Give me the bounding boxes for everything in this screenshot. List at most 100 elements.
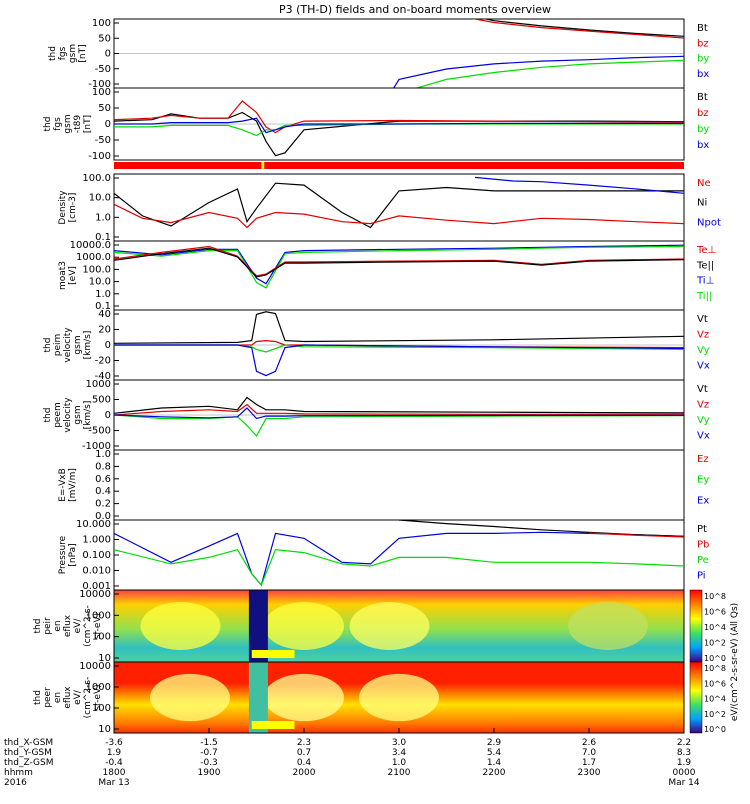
x-column-value: 2.3 <box>297 738 311 748</box>
y-tick-label: -50 <box>95 135 111 146</box>
y-tick-label: 10000.0 <box>70 240 111 251</box>
y-axis-label: [km/s] <box>83 401 93 430</box>
y-tick-label: 0.0 <box>95 511 111 522</box>
legend-entry: Ey <box>697 475 709 486</box>
legend-entry: Te⊥ <box>696 245 716 256</box>
series-line-Pb <box>588 532 684 538</box>
y-tick-label: 10 <box>98 653 111 664</box>
y-tick-label: 1.000 <box>82 535 111 546</box>
y-tick-label: 20 <box>98 325 111 336</box>
colorbar-tick-label: 10^2 <box>704 639 726 648</box>
x-column-value: -3.6 <box>105 738 123 748</box>
spectrogram-blob <box>264 673 344 722</box>
series-line-Ne <box>114 203 684 229</box>
spectrogram-band <box>251 721 295 729</box>
colorbar-tick-label: 10^8 <box>704 664 726 673</box>
y-axis-label: [cm-3] <box>68 193 78 223</box>
y-tick-label: 0.8 <box>95 461 111 472</box>
panel-2: 100 50 0 -50 -100 thd fgs gsm -t89 [nT] Bt bz by bx <box>43 87 709 162</box>
y-tick-label: 100 <box>92 87 111 98</box>
x-row-label: hhmm <box>4 768 33 778</box>
y-tick-label: 1000 <box>86 379 111 390</box>
y-axis-label: (cm^2-s- <box>83 677 93 719</box>
spectrogram-blob <box>264 602 344 650</box>
spectrogram-band <box>251 650 295 658</box>
series-line-Vx <box>114 407 684 420</box>
y-tick-label: 10 <box>98 724 111 735</box>
colorbar-tick-label: 10^6 <box>704 608 726 617</box>
y-axis-label: gsm <box>73 405 83 424</box>
x-column-value: -0.4 <box>105 758 123 768</box>
legend-entry: Pi <box>697 571 706 582</box>
x-column-value: 1.4 <box>487 758 502 768</box>
colorbar <box>689 661 703 734</box>
x-column-value: Mar 14 <box>668 778 700 788</box>
y-tick-label: 0.2 <box>95 499 111 510</box>
y-axis-label: eV/ <box>73 689 83 705</box>
y-tick-label: 1000 <box>86 682 111 693</box>
legend-entry: Pb <box>697 540 709 551</box>
y-axis-label: eflux <box>63 686 73 709</box>
x-column-value: -1.5 <box>200 738 218 748</box>
legend-entry: bx <box>697 140 709 151</box>
y-tick-label: 1.0 <box>95 289 111 300</box>
series-line-Ti <box>114 245 684 289</box>
legend-entry: by <box>697 54 709 65</box>
y-axis-label: (cm^2-s- <box>83 605 93 647</box>
y-tick-label: -50 <box>95 64 111 75</box>
y-axis-label: sr-eV) <box>93 684 103 710</box>
y-tick-label: -100 <box>88 151 111 162</box>
legend-entry: Vz <box>697 330 709 341</box>
x-column-value: 1900 <box>198 768 221 778</box>
y-axis-label: en <box>53 620 63 631</box>
x-column-value: 5.4 <box>487 748 502 758</box>
x-row-label: thd_Z-GSM <box>4 758 53 768</box>
colorbar-tick-label: 10^6 <box>704 679 726 688</box>
legend-entry: Te|| <box>696 260 714 271</box>
y-tick-label: 1.0 <box>95 212 111 223</box>
x-column-value: 2.2 <box>677 738 691 748</box>
y-axis-label: [nPa] <box>68 543 78 566</box>
spectrogram-dropout <box>248 590 268 662</box>
y-tick-label: 500 <box>92 395 111 406</box>
y-tick-label: 50 <box>98 33 111 44</box>
x-column-value: 2.6 <box>582 738 597 748</box>
plot-title: P3 (TH-D) fields and on-board moments ov… <box>279 3 551 16</box>
x-row-label: thd_X-GSM <box>4 738 53 748</box>
y-tick-label: 1000.0 <box>76 252 111 263</box>
colorbar-tick-label: 10^4 <box>704 623 726 632</box>
x-column-value: 3.0 <box>392 738 407 748</box>
series-line-Te <box>114 247 684 278</box>
x-column-value: 1.7 <box>582 758 596 768</box>
y-axis-label: [eV] <box>68 266 78 285</box>
legend-entry: Ez <box>697 454 709 465</box>
legend-entry: Vx <box>697 431 710 442</box>
series-line-Ti <box>114 244 684 285</box>
y-axis-label: peer <box>43 687 53 708</box>
x-column-value: 2200 <box>483 768 506 778</box>
series-line-Vy <box>114 414 684 438</box>
panel-10: 10000 1000 100 10 thd peer en eflux eV/(cm^2-s-s… <box>33 661 726 735</box>
series-line-by <box>414 59 684 88</box>
spectrogram-blob <box>359 673 439 722</box>
y-tick-label: 10000 <box>79 589 111 600</box>
legend-entry: Vz <box>697 400 709 411</box>
series-line-Ni <box>114 182 684 229</box>
panel-7: 1.00.8 0.60.4 0.20.0 E=-VxB [mV/m] Ez Ey Ex <box>58 449 709 522</box>
y-tick-label: 1.0 <box>95 449 111 460</box>
y-axis-label: thd <box>43 117 53 132</box>
panel-9: 10000 1000 100 10 thd peir en eflux eV/(cm^2-s-s… <box>33 589 726 664</box>
x-column-value: -0.3 <box>200 758 218 768</box>
colorbar <box>689 589 703 663</box>
y-axis-label: Density <box>58 190 68 225</box>
legend-entry: bx <box>697 69 709 80</box>
y-axis-label: gsm <box>73 335 83 354</box>
y-tick-label: 10.0 <box>89 277 111 288</box>
panel-1: 100 50 0 -50 -100 thd fgs gsm [nT] Bt bz by bx <box>48 18 709 90</box>
y-axis-label: thd <box>48 46 58 61</box>
y-tick-label: 100 <box>92 632 111 643</box>
series-line-Te <box>114 245 684 277</box>
x-row-label: 2016 <box>4 778 27 788</box>
y-axis-label: [nT] <box>83 115 93 133</box>
